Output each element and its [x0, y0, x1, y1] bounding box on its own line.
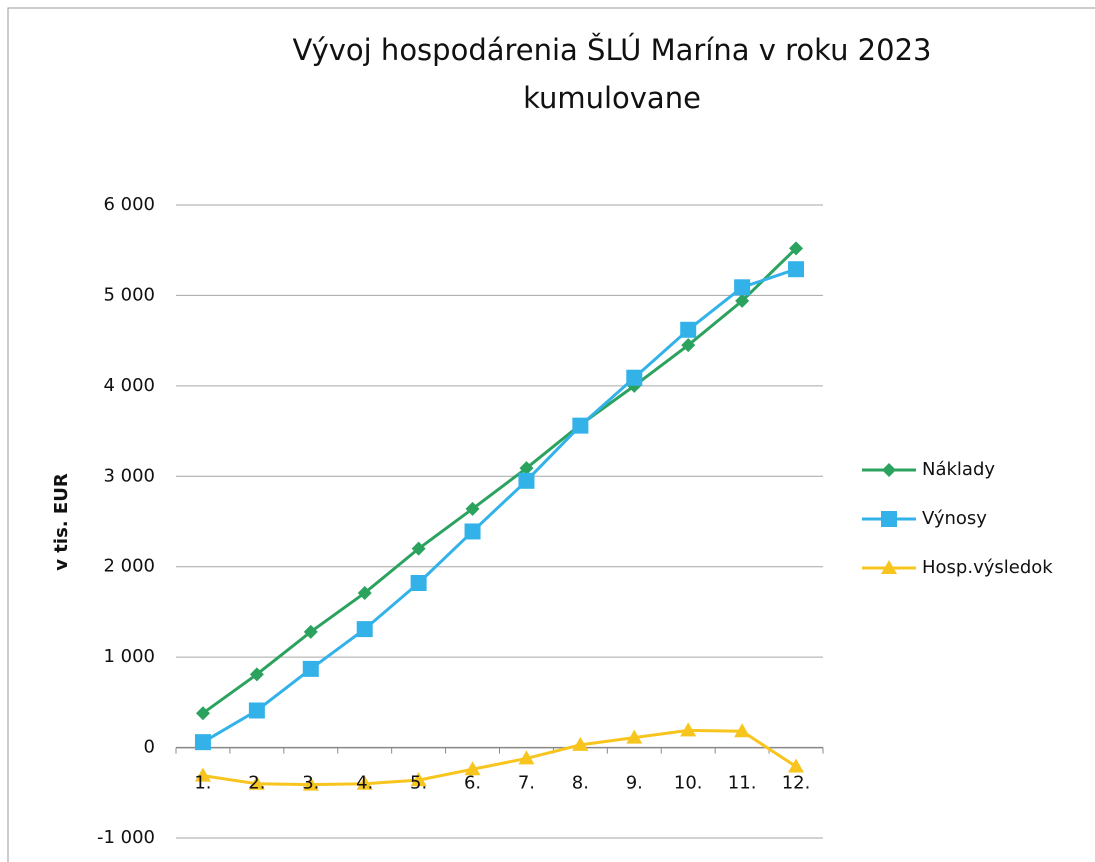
marker	[519, 461, 534, 476]
marker	[249, 667, 264, 682]
y-tick-label: 0	[144, 737, 155, 758]
marker	[248, 775, 265, 790]
y-axis-label: v tis. EUR	[51, 473, 72, 571]
marker	[626, 729, 643, 744]
marker	[410, 574, 427, 591]
marker	[734, 279, 751, 296]
y-tick-label: 1 000	[103, 646, 155, 667]
marker	[882, 463, 896, 477]
marker	[680, 722, 697, 737]
marker	[356, 621, 373, 638]
x-tick-label: 2.	[248, 773, 265, 794]
x-tick-label: 5.	[410, 773, 427, 794]
marker	[303, 624, 318, 639]
series-line	[202, 247, 798, 715]
x-tick-label: 6.	[464, 773, 481, 794]
marker	[518, 472, 535, 489]
marker	[411, 541, 426, 556]
y-tick-label: 5 000	[103, 284, 155, 305]
marker	[518, 750, 535, 765]
marker	[465, 501, 480, 516]
y-tick-label: 3 000	[103, 465, 155, 486]
x-tick-label: 11.	[728, 773, 757, 794]
chart-title: Vývoj hospodárenia ŠLÚ Marína v roku 202…	[293, 33, 932, 67]
marker	[464, 761, 481, 776]
marker	[681, 338, 696, 353]
x-tick-label: 3.	[302, 773, 319, 794]
x-tick-label: 7.	[518, 773, 535, 794]
marker	[194, 734, 211, 751]
marker	[735, 293, 750, 308]
marker	[302, 776, 319, 791]
marker	[680, 321, 697, 338]
marker	[572, 417, 589, 434]
marker	[356, 775, 373, 790]
marker	[881, 511, 897, 527]
y-tick-label: -1 000	[97, 827, 155, 848]
x-tick-label: 4.	[356, 773, 373, 794]
marker	[572, 736, 589, 751]
marker	[302, 660, 319, 677]
chart-title: kumulovane	[523, 81, 701, 115]
marker	[410, 772, 427, 787]
x-tick-label: 12.	[782, 773, 811, 794]
x-tick-label: 9.	[626, 773, 643, 794]
chart-frame	[7, 7, 1095, 862]
marker	[788, 261, 805, 278]
legend-label: Náklady	[922, 459, 995, 480]
x-tick-label: 10.	[674, 773, 703, 794]
series-line	[202, 728, 797, 787]
marker	[248, 702, 265, 719]
marker	[788, 758, 805, 773]
x-tick-label: 8.	[572, 773, 589, 794]
marker	[626, 369, 643, 386]
y-tick-label: 6 000	[103, 194, 155, 215]
x-tick-label: 1.	[194, 773, 211, 794]
marker	[194, 767, 211, 782]
legend-label: Výnosy	[922, 508, 987, 529]
legend-label: Hosp.výsledok	[922, 557, 1053, 578]
marker	[789, 241, 804, 256]
y-tick-label: 4 000	[103, 375, 155, 396]
series-line	[202, 267, 797, 744]
marker	[734, 723, 751, 738]
marker	[357, 585, 372, 600]
marker	[881, 560, 897, 574]
marker	[195, 706, 210, 721]
y-tick-label: 2 000	[103, 556, 155, 577]
marker	[464, 523, 481, 540]
